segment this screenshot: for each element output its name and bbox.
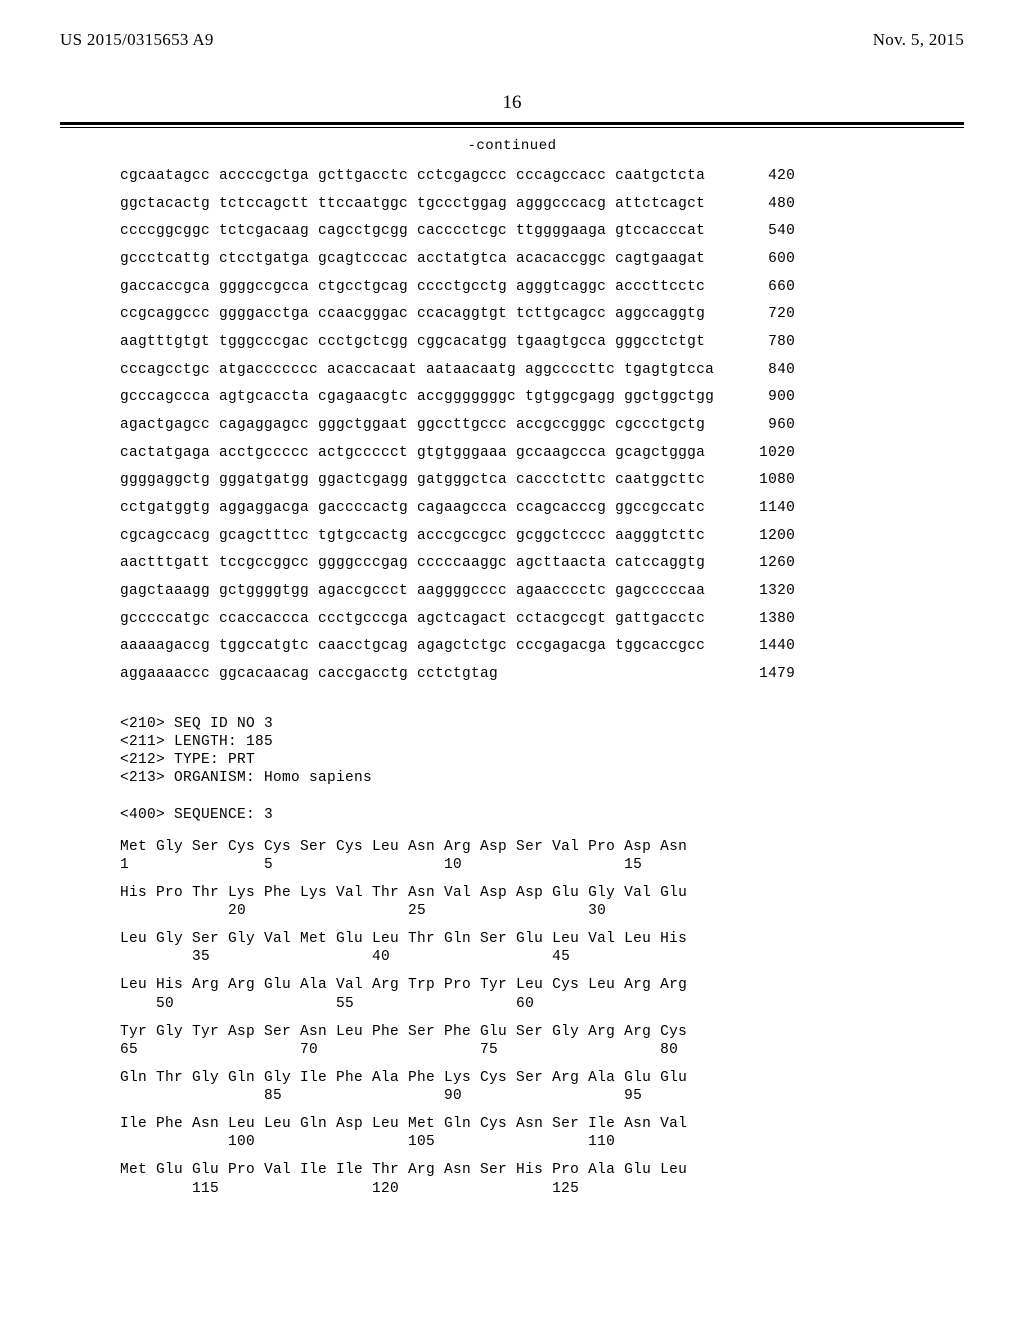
sequence-line: aaaaagaccg tggccatgtc caacctgcag agagctc… xyxy=(120,638,964,655)
sequence-line: aactttgatt tccgccggcc ggggcccgag cccccaa… xyxy=(120,555,964,572)
sequence-block: cgcaatagcc accccgctga gcttgacctc cctcgag… xyxy=(120,168,964,683)
sequence-line: gcccagccca agtgcaccta cgagaacgtc accgggg… xyxy=(120,389,964,406)
protein-entry: Leu Gly Ser Gly Val Met Glu Leu Thr Gln … xyxy=(120,930,964,966)
meta-seq-id: <210> SEQ ID NO 3 xyxy=(120,716,273,732)
sequence-line: ccccggcggc tctcgacaag cagcctgcgg cacccct… xyxy=(120,223,964,240)
protein-block: Met Gly Ser Cys Cys Ser Cys Leu Asn Arg … xyxy=(120,838,964,1198)
protein-entry: Met Gly Ser Cys Cys Ser Cys Leu Asn Arg … xyxy=(120,838,964,874)
protein-entry: Met Glu Glu Pro Val Ile Ile Thr Arg Asn … xyxy=(120,1161,964,1197)
sequence-line: cctgatggtg aggaggacga gaccccactg cagaagc… xyxy=(120,500,964,517)
sequence-line: gaccaccgca ggggccgcca ctgcctgcag cccctgc… xyxy=(120,279,964,296)
protein-entry: His Pro Thr Lys Phe Lys Val Thr Asn Val … xyxy=(120,884,964,920)
rule-top-thin xyxy=(60,127,964,128)
rule-top-thick xyxy=(60,122,964,125)
meta-sequence: <400> SEQUENCE: 3 xyxy=(120,807,273,823)
sequence-line: cactatgaga acctgccccc actgccccct gtgtggg… xyxy=(120,445,964,462)
sequence-line: ggggaggctg gggatgatgg ggactcgagg gatgggc… xyxy=(120,472,964,489)
sequence-line: cccagcctgc atgaccccccc acaccacaat aataac… xyxy=(120,362,964,379)
header-row: US 2015/0315653 A9 Nov. 5, 2015 xyxy=(60,30,964,50)
protein-entry: Gln Thr Gly Gln Gly Ile Phe Ala Phe Lys … xyxy=(120,1069,964,1105)
protein-entry: Ile Phe Asn Leu Leu Gln Asp Leu Met Gln … xyxy=(120,1115,964,1151)
page: US 2015/0315653 A9 Nov. 5, 2015 16 -cont… xyxy=(0,0,1024,1248)
sequence-line: gcccccatgc ccaccaccca ccctgcccga agctcag… xyxy=(120,611,964,628)
sequence-line: ccgcaggccc ggggacctga ccaacgggac ccacagg… xyxy=(120,306,964,323)
sequence-line: aagtttgtgt tgggcccgac ccctgctcgg cggcaca… xyxy=(120,334,964,351)
meta-length: <211> LENGTH: 185 xyxy=(120,734,273,750)
sequence-metadata: <210> SEQ ID NO 3 <211> LENGTH: 185 <212… xyxy=(120,697,964,824)
page-number: 16 xyxy=(60,92,964,114)
continued-label: -continued xyxy=(60,138,964,154)
sequence-line: cgcaatagcc accccgctga gcttgacctc cctcgag… xyxy=(120,168,964,185)
meta-type: <212> TYPE: PRT xyxy=(120,752,255,768)
publication-number: US 2015/0315653 A9 xyxy=(60,30,214,50)
sequence-line: cgcagccacg gcagctttcc tgtgccactg acccgcc… xyxy=(120,528,964,545)
sequence-line: gccctcattg ctcctgatga gcagtcccac acctatg… xyxy=(120,251,964,268)
sequence-line: agactgagcc cagaggagcc gggctggaat ggccttg… xyxy=(120,417,964,434)
meta-organism: <213> ORGANISM: Homo sapiens xyxy=(120,770,372,786)
sequence-line: ggctacactg tctccagctt ttccaatggc tgccctg… xyxy=(120,196,964,213)
protein-entry: Tyr Gly Tyr Asp Ser Asn Leu Phe Ser Phe … xyxy=(120,1023,964,1059)
sequence-line: gagctaaagg gctggggtgg agaccgccct aaggggc… xyxy=(120,583,964,600)
sequence-line: aggaaaaccc ggcacaacag caccgacctg cctctgt… xyxy=(120,666,964,683)
publication-date: Nov. 5, 2015 xyxy=(873,30,964,50)
protein-entry: Leu His Arg Arg Glu Ala Val Arg Trp Pro … xyxy=(120,976,964,1012)
